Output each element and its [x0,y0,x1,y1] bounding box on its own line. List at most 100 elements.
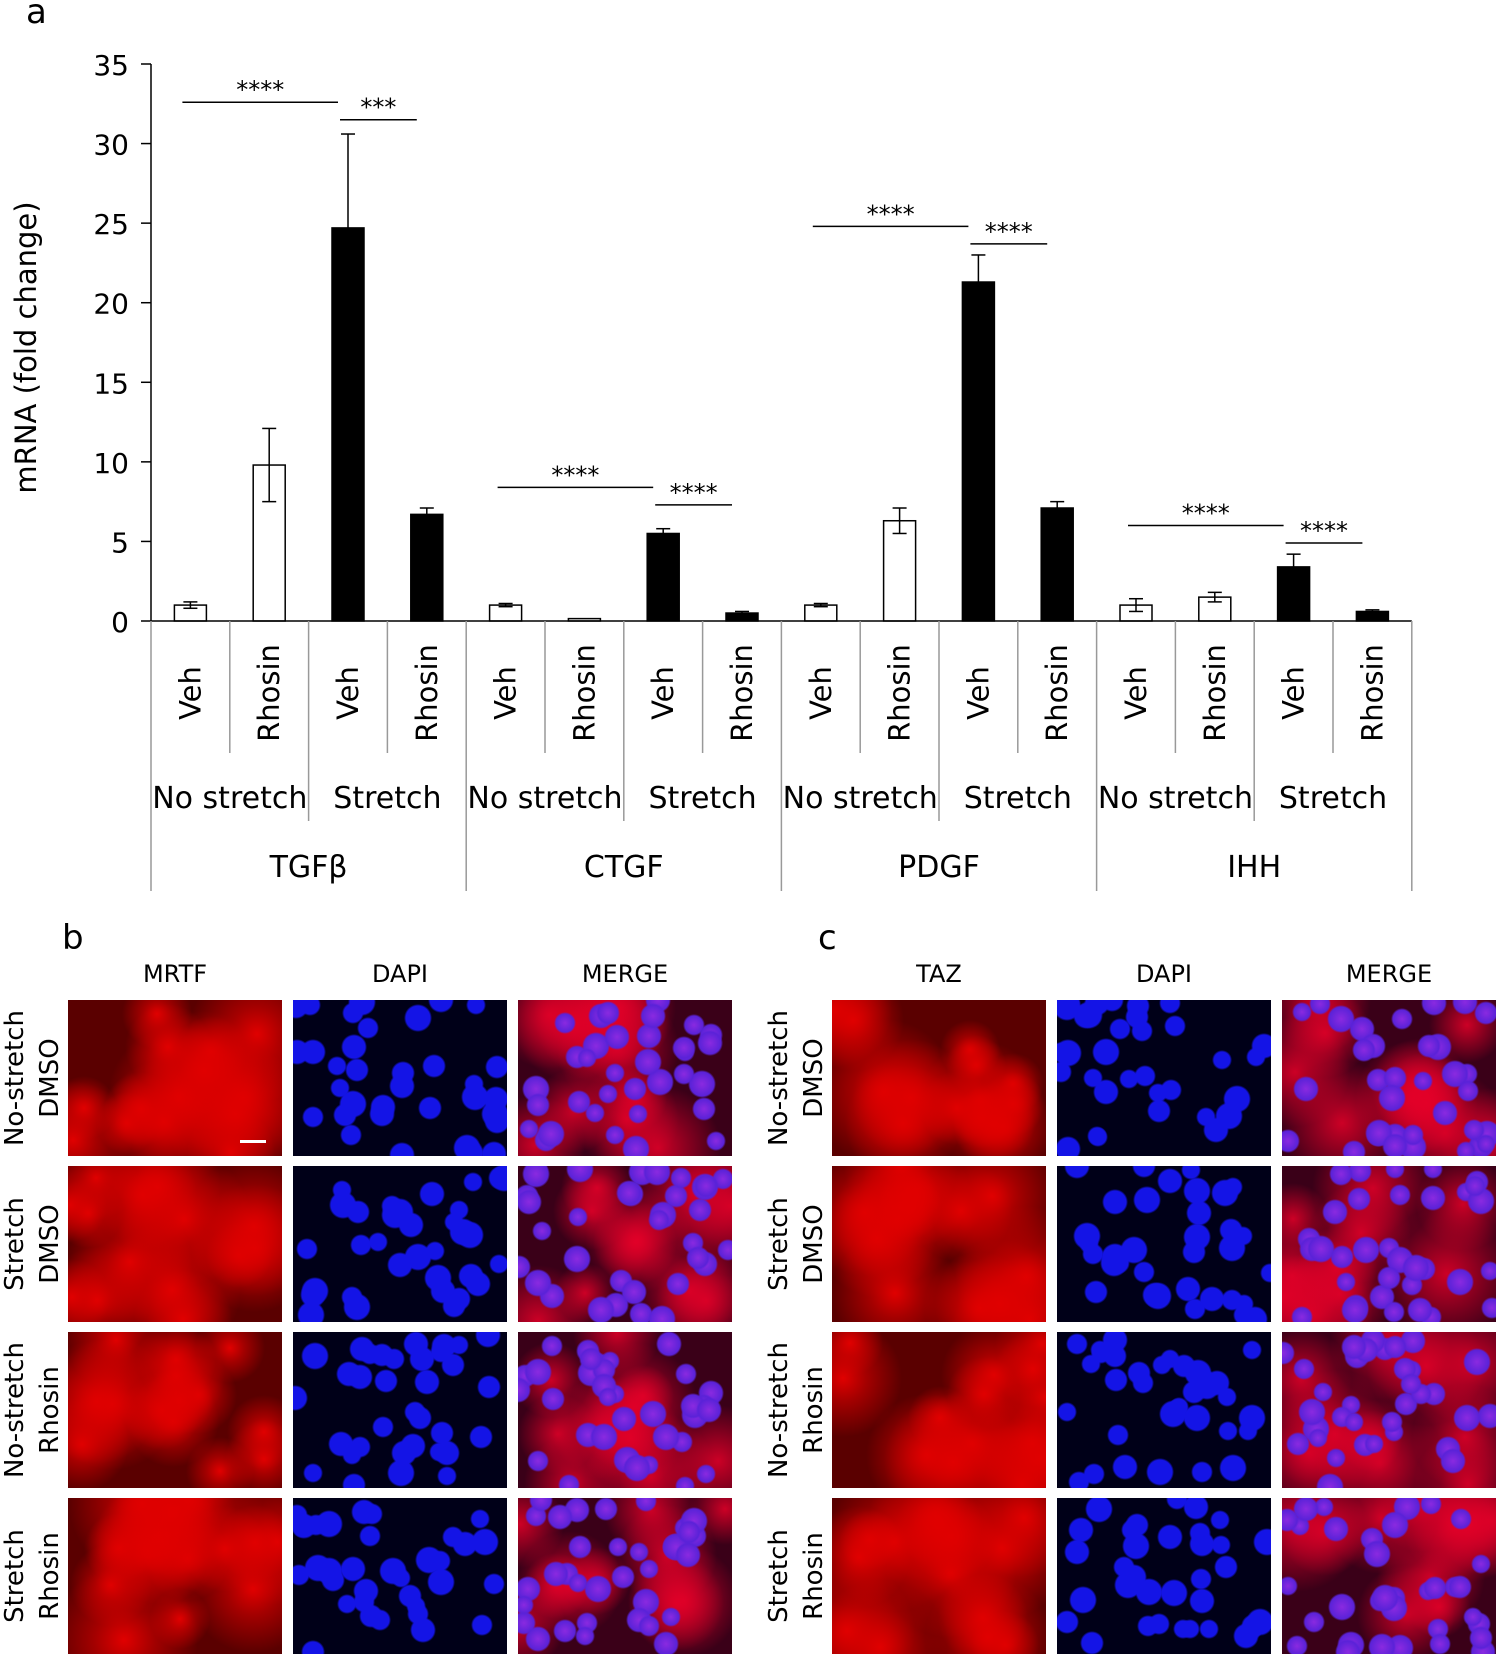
y-tick-label: 5 [111,526,129,559]
x-condition-label: No stretch [783,781,938,816]
panel-c-row-label: Stretch DMSO [762,1167,832,1321]
row-label-line2: DMSO [35,1204,65,1284]
y-tick-label: 0 [111,606,129,639]
significance-label: **** [236,76,284,104]
panel-b-micrograph [293,1166,507,1322]
y-tick-label: 30 [93,129,129,162]
panel-b-micrograph [293,1498,507,1654]
x-tick-label-treatment: Rhosin [725,644,759,742]
panel-b-row-label: Stretch Rhosin [0,1499,68,1653]
panel-c-micrograph [832,1332,1046,1488]
bar [488,604,523,622]
row-label-line2: DMSO [35,1038,65,1118]
panel-b-column-label: DAPI [371,960,429,988]
panel-c-micrograph [832,1166,1046,1322]
panel-c-row-label: No-stretch DMSO [762,1001,832,1155]
y-tick-label: 10 [93,447,129,480]
y-axis: 0 5 10 15 20 25 30 35 mRNA (fold change) [9,49,152,639]
panel-c-micrograph [1057,1332,1271,1488]
x-condition-label: Stretch [1279,781,1387,816]
panel-c-letter: c [818,918,837,958]
x-condition-label: No stretch [152,781,307,816]
panel-b-micrograph [293,1332,507,1488]
panel-c-row-label: No-stretch Rhosin [762,1333,832,1487]
y-tick-label: 15 [93,367,129,400]
x-tick-label-treatment: Rhosin [1355,644,1389,742]
x-tick-label-treatment: Veh [1119,666,1153,720]
x-tick-label-treatment: Rhosin [410,644,444,742]
significance-markers: ******************************* [182,76,1363,545]
panel-b-micrograph [518,1166,732,1322]
panel-b-micrograph [68,1000,282,1156]
panel-a-letter: a [26,0,47,32]
x-tick-label-treatment: Veh [961,666,995,720]
bar [882,519,917,622]
panel-c-column-label: DAPI [1135,960,1193,988]
panel-b-micrograph [68,1332,282,1488]
x-condition-label: Stretch [333,781,441,816]
significance-label: **** [551,461,599,489]
significance-label: **** [1182,500,1230,528]
x-tick-label-treatment: Veh [489,666,523,720]
x-tick-label-treatment: Rhosin [252,644,286,742]
row-label-line1: Stretch [0,1197,30,1291]
x-tick-label-treatment: Rhosin [883,644,917,742]
bar [1040,507,1074,622]
y-tick-label: 35 [93,49,129,82]
panel-c-micrograph [1282,1498,1496,1654]
x-condition-label: No stretch [1098,781,1253,816]
panel-c-micrograph [1057,1000,1271,1156]
significance-label: **** [1300,517,1348,545]
panel-b-row-label: No-stretch DMSO [0,1001,68,1155]
x-tick-label-treatment: Veh [173,666,207,720]
x-tick-label-treatment: Veh [1277,666,1311,720]
panel-c-micrograph [1282,1166,1496,1322]
x-tick-label-treatment: Veh [331,666,365,720]
row-label-line2: Rhosin [35,1532,65,1620]
significance-label: **** [985,218,1033,246]
row-label-line1: Stretch [764,1529,794,1623]
bar [804,604,838,622]
x-gene-label: PDGF [898,850,980,885]
bar [961,281,996,622]
panel-c-micrograph [832,1498,1046,1654]
panel-b-micrograph [68,1498,282,1654]
panel-b-micrograph [293,1000,507,1156]
panel-c-micrograph [1057,1166,1271,1322]
panel-c-column-label: TAZ [916,960,962,988]
row-label-line2: Rhosin [799,1532,829,1620]
panel-b-row-label: No-stretch Rhosin [0,1333,68,1487]
x-axis: Veh Rhosin Veh Rhosin No stretch Stretch TGFβ V… [150,620,1413,891]
panel-c-row-label: Stretch Rhosin [762,1499,832,1653]
panel-b-column-label: MERGE [581,960,669,988]
row-label-line1: No-stretch [764,1341,794,1479]
panel-c-micrograph [832,1000,1046,1156]
x-condition-label: Stretch [648,781,756,816]
y-tick-label: 20 [93,288,129,321]
panel-c-column-label: MERGE [1345,960,1433,988]
panel-c-micrograph [1282,1000,1496,1156]
bars [173,133,1390,622]
bar [410,513,444,622]
panel-b-column-label: MRTF [142,960,208,988]
y-tick-label: 25 [93,208,129,241]
panel-b-row-label: Stretch DMSO [0,1167,68,1321]
x-condition-label: No stretch [467,781,622,816]
x-condition-label: Stretch [964,781,1072,816]
significance-label: **** [867,200,915,228]
x-gene-label: TGFβ [269,850,348,885]
x-gene-label: IHH [1227,850,1281,885]
row-label-line1: Stretch [0,1529,30,1623]
row-label-line1: No-stretch [0,1009,30,1147]
y-axis-label: mRNA (fold change) [9,201,43,493]
panel-b-letter: b [62,918,84,958]
panel-b-micrograph [518,1000,732,1156]
panel-b-micrograph [518,1332,732,1488]
x-gene-label: CTGF [584,850,664,885]
panel-c-micrograph [1057,1498,1271,1654]
panel-b-micrograph [68,1166,282,1322]
panel-c-micrograph [1282,1332,1496,1488]
significance-label: **** [670,479,718,507]
row-label-line1: Stretch [764,1197,794,1291]
row-label-line1: No-stretch [764,1009,794,1147]
